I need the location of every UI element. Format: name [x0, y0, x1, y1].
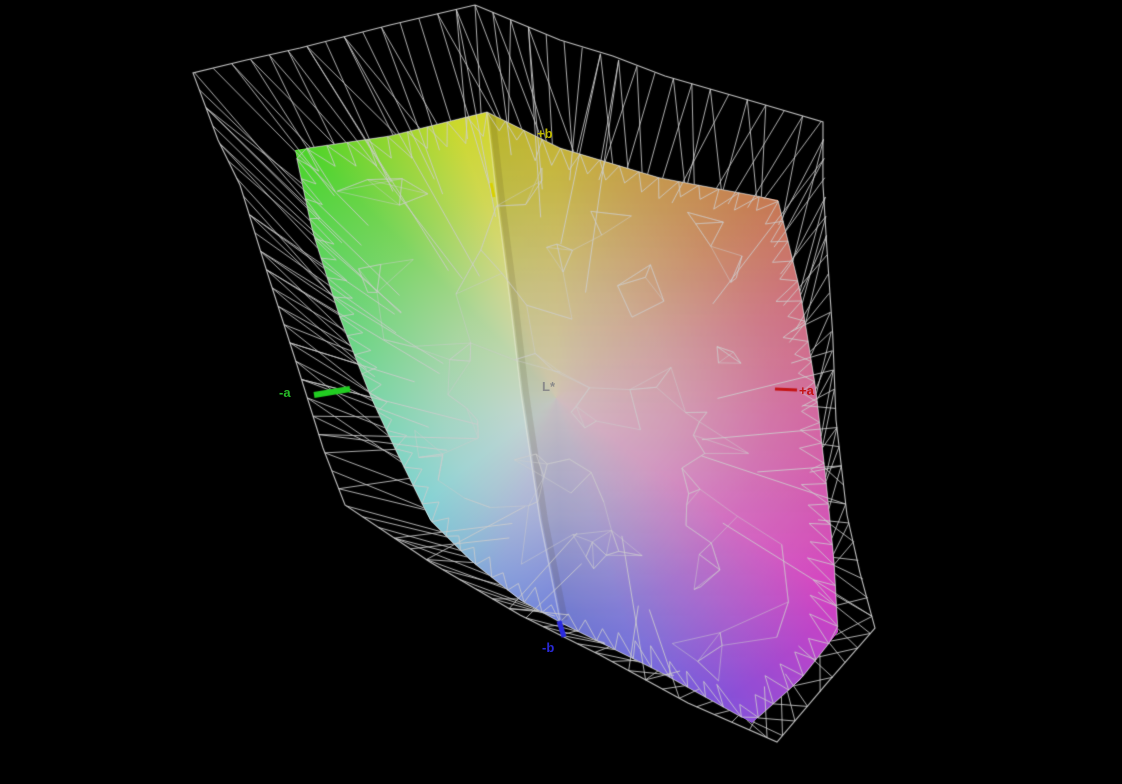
- axis-label-plus-a: +a: [799, 383, 814, 398]
- axis-label-plus-b: +b: [537, 126, 553, 141]
- axis-label-lightness: L*: [542, 379, 555, 394]
- axis-label-minus-a: -a: [279, 385, 291, 400]
- axis-label-minus-b: -b: [542, 640, 555, 655]
